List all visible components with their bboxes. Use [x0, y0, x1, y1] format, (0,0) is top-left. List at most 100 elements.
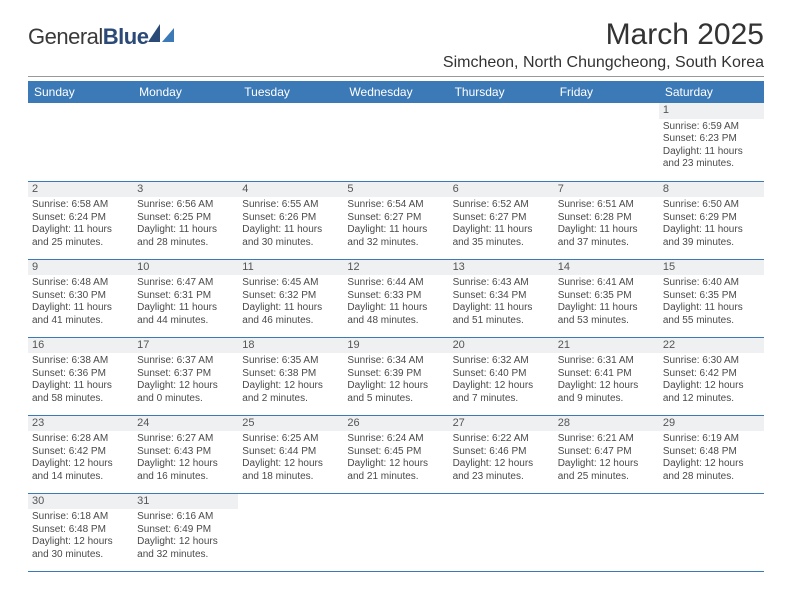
calendar-day-cell: 17Sunrise: 6:37 AMSunset: 6:37 PMDayligh… — [133, 337, 238, 415]
calendar-day-cell: 18Sunrise: 6:35 AMSunset: 6:38 PMDayligh… — [238, 337, 343, 415]
day-number: 18 — [238, 338, 343, 354]
day-number: 20 — [449, 338, 554, 354]
day-number: 30 — [28, 494, 133, 510]
sunrise-text: Sunrise: 6:19 AM — [663, 433, 760, 446]
sunset-text: Sunset: 6:30 PM — [32, 290, 129, 303]
day-number: 4 — [238, 182, 343, 198]
calendar-week-row: 30Sunrise: 6:18 AMSunset: 6:48 PMDayligh… — [28, 493, 764, 571]
daylight-text: and 55 minutes. — [663, 315, 760, 328]
calendar-day-cell: 4Sunrise: 6:55 AMSunset: 6:26 PMDaylight… — [238, 181, 343, 259]
calendar-day-cell: 2Sunrise: 6:58 AMSunset: 6:24 PMDaylight… — [28, 181, 133, 259]
day-number: 27 — [449, 416, 554, 432]
daylight-text: Daylight: 11 hours — [242, 302, 339, 315]
sunrise-text: Sunrise: 6:56 AM — [137, 199, 234, 212]
calendar-day-cell — [554, 493, 659, 571]
daylight-text: Daylight: 12 hours — [347, 458, 444, 471]
daylight-text: and 28 minutes. — [137, 237, 234, 250]
calendar-day-cell — [238, 493, 343, 571]
sunrise-text: Sunrise: 6:35 AM — [242, 355, 339, 368]
daylight-text: Daylight: 12 hours — [453, 380, 550, 393]
daylight-text: and 2 minutes. — [242, 393, 339, 406]
sunrise-text: Sunrise: 6:31 AM — [558, 355, 655, 368]
sunrise-text: Sunrise: 6:28 AM — [32, 433, 129, 446]
sunrise-text: Sunrise: 6:44 AM — [347, 277, 444, 290]
sunset-text: Sunset: 6:43 PM — [137, 446, 234, 459]
page-title: March 2025 — [443, 18, 764, 52]
weekday-tuesday: Tuesday — [238, 81, 343, 103]
sunset-text: Sunset: 6:35 PM — [558, 290, 655, 303]
day-number: 21 — [554, 338, 659, 354]
calendar-week-row: 23Sunrise: 6:28 AMSunset: 6:42 PM Dayligh… — [28, 415, 764, 493]
sunset-text: Sunset: 6:35 PM — [663, 290, 760, 303]
daylight-text: and 30 minutes. — [32, 549, 129, 562]
calendar-day-cell — [659, 493, 764, 571]
day-number: 22 — [659, 338, 764, 354]
day-number: 15 — [659, 260, 764, 276]
daylight-text: Daylight: 11 hours — [347, 224, 444, 237]
sunset-text: Sunset: 6:47 PM — [558, 446, 655, 459]
sunrise-text: Sunrise: 6:51 AM — [558, 199, 655, 212]
calendar-day-cell — [28, 103, 133, 181]
daylight-text: Daylight: 12 hours — [137, 458, 234, 471]
day-number: 10 — [133, 260, 238, 276]
sunrise-text: Sunrise: 6:27 AM — [137, 433, 234, 446]
daylight-text: and 25 minutes. — [32, 237, 129, 250]
calendar-day-cell: 28Sunrise: 6:21 AMSunset: 6:47 PMDayligh… — [554, 415, 659, 493]
daylight-text: and 14 minutes. — [32, 471, 129, 484]
sunrise-text: Sunrise: 6:43 AM — [453, 277, 550, 290]
sunset-text: Sunset: 6:26 PM — [242, 212, 339, 225]
daylight-text: Daylight: 11 hours — [347, 302, 444, 315]
calendar-day-cell — [343, 493, 448, 571]
daylight-text: and 39 minutes. — [663, 237, 760, 250]
daylight-text: Daylight: 12 hours — [347, 380, 444, 393]
daylight-text: Daylight: 11 hours — [32, 380, 129, 393]
sunset-text: Sunset: 6:33 PM — [347, 290, 444, 303]
daylight-text: and 23 minutes. — [663, 158, 760, 171]
calendar-day-cell: 30Sunrise: 6:18 AMSunset: 6:48 PMDayligh… — [28, 493, 133, 571]
calendar-day-cell: 14Sunrise: 6:41 AMSunset: 6:35 PMDayligh… — [554, 259, 659, 337]
calendar-day-cell — [449, 493, 554, 571]
calendar-day-cell: 21Sunrise: 6:31 AMSunset: 6:41 PMDayligh… — [554, 337, 659, 415]
logo-word-1: General — [28, 24, 103, 49]
sunrise-text: Sunrise: 6:59 AM — [663, 121, 760, 134]
day-number: 31 — [133, 494, 238, 510]
daylight-text: and 21 minutes. — [347, 471, 444, 484]
calendar-day-cell: 3Sunrise: 6:56 AMSunset: 6:25 PMDaylight… — [133, 181, 238, 259]
sunrise-text: Sunrise: 6:32 AM — [453, 355, 550, 368]
calendar-day-cell: 11Sunrise: 6:45 AMSunset: 6:32 PMDayligh… — [238, 259, 343, 337]
sunrise-text: Sunrise: 6:24 AM — [347, 433, 444, 446]
daylight-text: Daylight: 12 hours — [32, 536, 129, 549]
daylight-text: and 18 minutes. — [242, 471, 339, 484]
daylight-text: Daylight: 11 hours — [242, 224, 339, 237]
calendar-day-cell: 24Sunrise: 6:27 AMSunset: 6:43 PMDayligh… — [133, 415, 238, 493]
calendar-day-cell: 22Sunrise: 6:30 AMSunset: 6:42 PMDayligh… — [659, 337, 764, 415]
day-number: 23 — [28, 416, 133, 432]
weekday-monday: Monday — [133, 81, 238, 103]
daylight-text: and 37 minutes. — [558, 237, 655, 250]
daylight-text: and 0 minutes. — [137, 393, 234, 406]
sunrise-text: Sunrise: 6:47 AM — [137, 277, 234, 290]
logo-sail-icon — [148, 24, 174, 42]
sunrise-text: Sunrise: 6:52 AM — [453, 199, 550, 212]
sunrise-text: Sunrise: 6:30 AM — [663, 355, 760, 368]
calendar-day-cell — [554, 103, 659, 181]
logo: GeneralBlue — [28, 18, 174, 50]
calendar-table: Sunday Monday Tuesday Wednesday Thursday… — [28, 81, 764, 572]
day-number: 8 — [659, 182, 764, 198]
daylight-text: Daylight: 12 hours — [137, 536, 234, 549]
daylight-text: and 9 minutes. — [558, 393, 655, 406]
day-number: 1 — [659, 103, 764, 119]
calendar-week-row: 1Sunrise: 6:59 AMSunset: 6:23 PMDaylight… — [28, 103, 764, 181]
sunrise-text: Sunrise: 6:16 AM — [137, 511, 234, 524]
sunrise-text: Sunrise: 6:37 AM — [137, 355, 234, 368]
sunrise-text: Sunrise: 6:38 AM — [32, 355, 129, 368]
daylight-text: Daylight: 12 hours — [242, 458, 339, 471]
sunset-text: Sunset: 6:42 PM — [32, 446, 129, 459]
day-number: 26 — [343, 416, 448, 432]
calendar-day-cell — [238, 103, 343, 181]
daylight-text: Daylight: 11 hours — [663, 146, 760, 159]
day-number: 29 — [659, 416, 764, 432]
day-number: 24 — [133, 416, 238, 432]
daylight-text: and 53 minutes. — [558, 315, 655, 328]
sunrise-text: Sunrise: 6:54 AM — [347, 199, 444, 212]
